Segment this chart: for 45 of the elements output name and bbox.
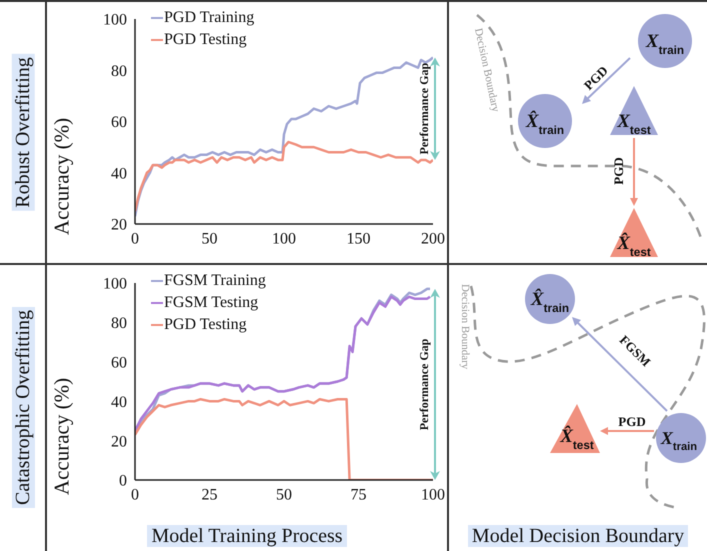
x-tick-label: 0: [131, 230, 139, 248]
y-tick-label: 0: [119, 472, 127, 490]
legend-label: PGD Testing: [164, 30, 247, 50]
y-tick-label: 80: [111, 315, 127, 332]
x-tick-label: 50: [202, 230, 218, 248]
x-tick-label: 100: [272, 230, 296, 248]
y-axis-title: Accuracy (%): [49, 378, 74, 496]
y-tick-label: 80: [111, 62, 127, 80]
text: Decision Boundary: [472, 27, 502, 114]
x-tick-label: 150: [346, 230, 370, 248]
y-tick-label: 40: [111, 394, 127, 411]
text: X̂$_{test}$: [559, 424, 594, 452]
x-tick-label: 100: [421, 486, 445, 504]
legend-label: PGD Testing: [164, 315, 247, 335]
annotation: Performance Gap: [417, 62, 431, 155]
text: PGD: [618, 414, 646, 429]
text: X̂$_{train}$: [530, 288, 570, 314]
y-axis-title: Accuracy (%): [49, 118, 74, 236]
legend-label: PGD Training: [164, 8, 254, 28]
text: X̂$_{test}$: [616, 232, 651, 258]
text: Model Decision Boundary: [468, 525, 688, 547]
text: Robust Overfitting: [12, 54, 35, 210]
x-tick-label: 0: [131, 486, 139, 504]
y-tick-label: 100: [103, 276, 127, 293]
y-tick-label: 100: [103, 12, 127, 29]
text: X$_{train}$: [644, 31, 684, 56]
legend-label: FGSM Training: [164, 271, 266, 291]
text: X̂$_{train}$: [524, 110, 564, 136]
y-tick-label: 60: [111, 354, 127, 372]
x-tick-label: 75: [350, 486, 366, 504]
y-tick-label: 20: [111, 433, 127, 450]
y-tick-label: 60: [111, 114, 127, 132]
y-tick-label: 40: [111, 165, 127, 182]
legend-label: FGSM Testing: [164, 293, 258, 313]
text: X$_{train}$: [660, 428, 698, 453]
x-axis-title: Model Training Process: [147, 525, 347, 547]
y-tick-label: 20: [111, 216, 127, 234]
x-tick-label: 200: [421, 230, 445, 248]
text: X$_{test}$: [616, 111, 651, 136]
text: Decision Boundary: [459, 284, 471, 370]
text: Catastrophic Overfitting: [12, 307, 35, 508]
x-tick-label: 25: [202, 486, 218, 504]
annotation: Performance Gap: [417, 338, 431, 430]
x-tick-label: 50: [276, 486, 292, 504]
text: PGD: [611, 157, 626, 185]
